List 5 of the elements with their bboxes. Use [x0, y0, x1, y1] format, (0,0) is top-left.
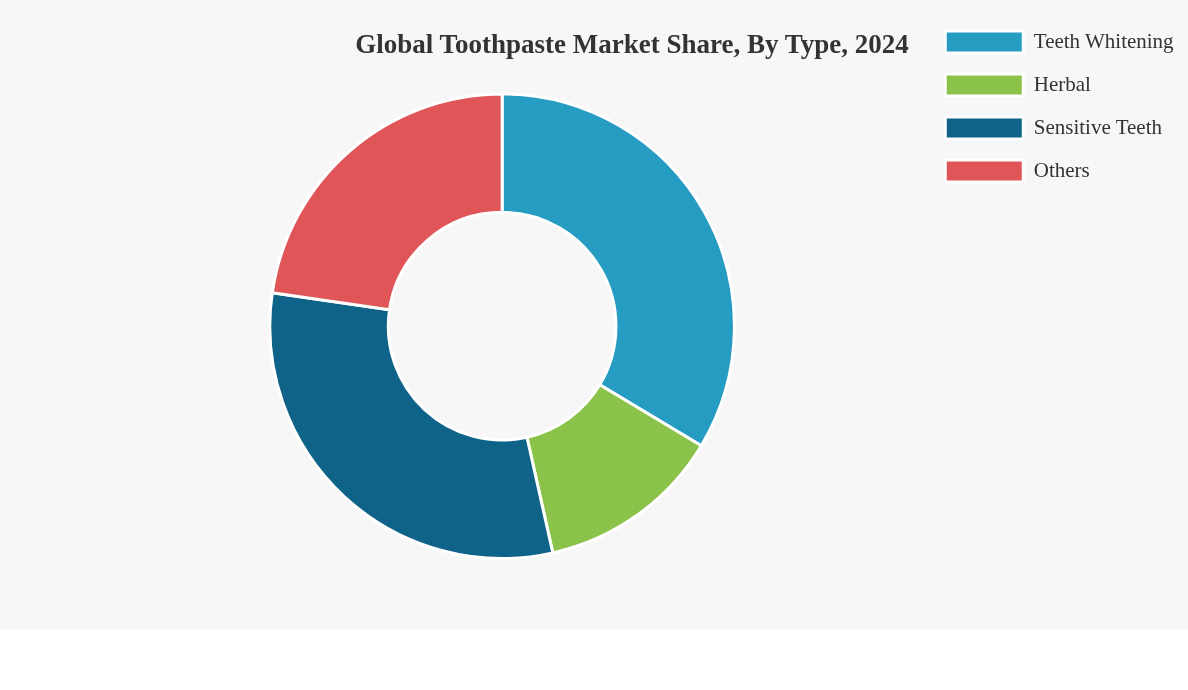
legend-label: Sensitive Teeth	[1033, 114, 1163, 139]
legend-label: Herbal	[1033, 71, 1092, 96]
chart-title: Global Toothpaste Market Share, By Type, 2024	[355, 29, 909, 60]
legend-label: Others	[1033, 157, 1090, 182]
legend-label: Teeth Whitening	[1033, 28, 1175, 53]
